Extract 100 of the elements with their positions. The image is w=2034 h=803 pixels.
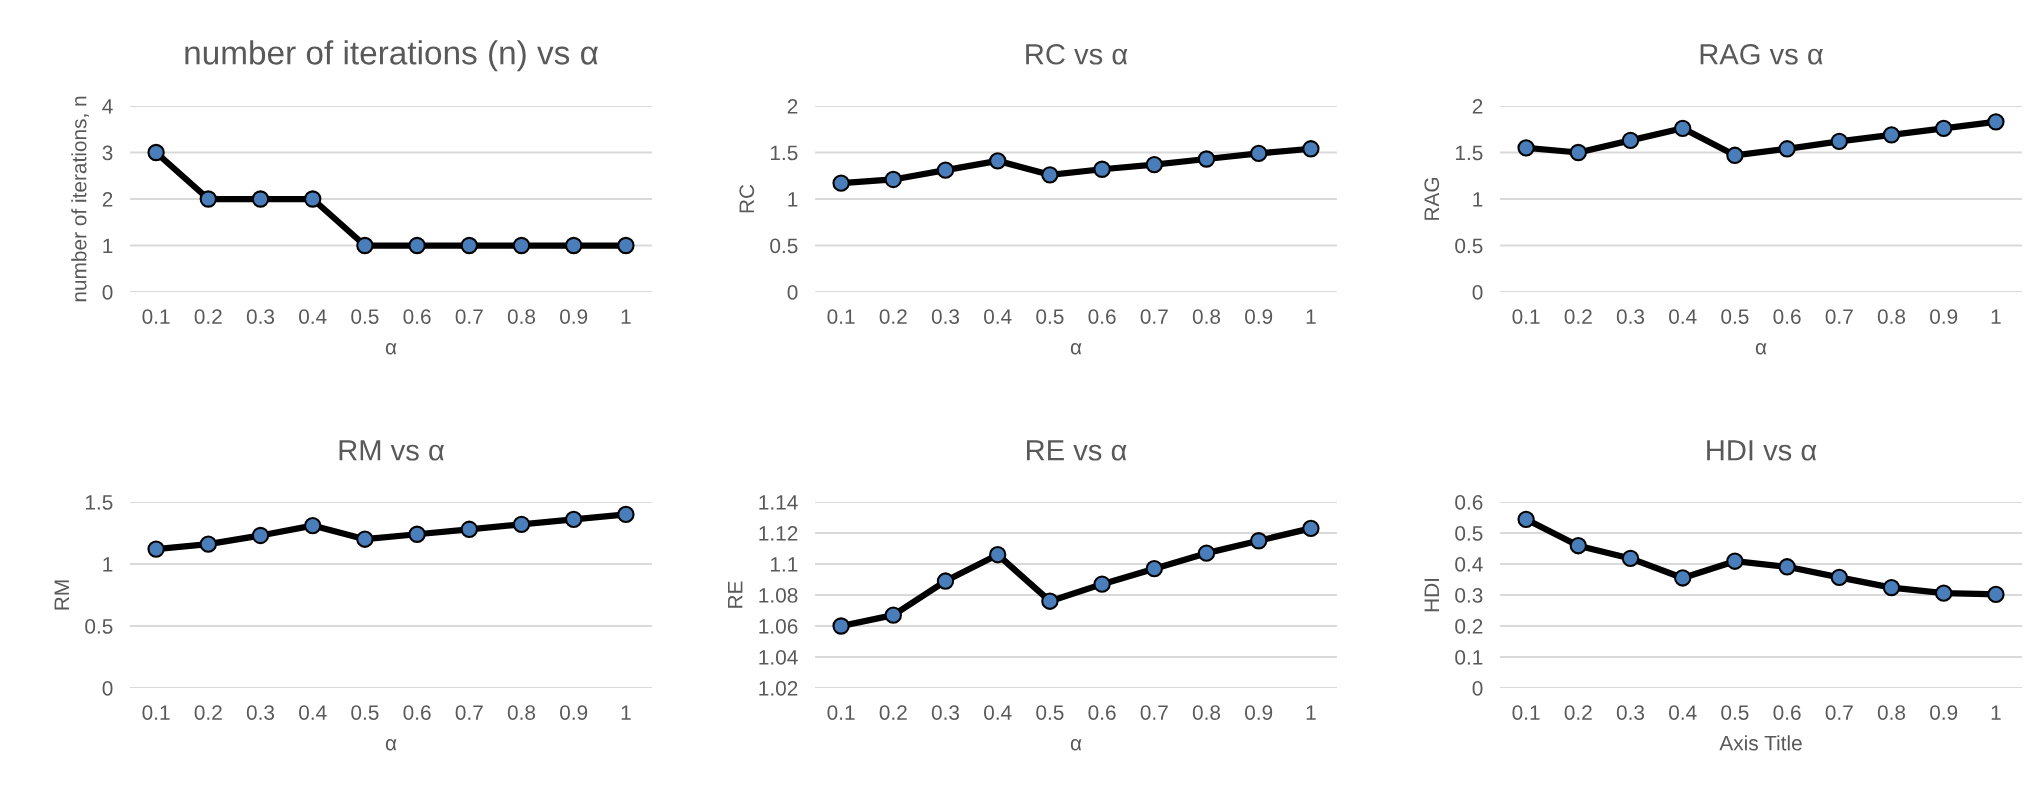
y-tick-label: 1.12 xyxy=(759,526,798,541)
x-tick-label: 0.3 xyxy=(931,309,960,324)
x-tick-label: 0.8 xyxy=(1192,309,1221,324)
point xyxy=(1830,132,1848,151)
point xyxy=(147,143,165,162)
point xyxy=(1778,140,1796,158)
point xyxy=(1569,143,1587,162)
x-tick-label: 1 xyxy=(621,705,631,720)
point xyxy=(460,520,478,538)
y-tick-label: 2 xyxy=(1472,99,1483,114)
point xyxy=(512,236,531,255)
y-axis-title: RC xyxy=(739,184,755,213)
x-tick-label: 0.5 xyxy=(1036,705,1064,720)
y-tick-label: 0 xyxy=(787,285,798,300)
x-tick-label: 1 xyxy=(1991,309,2001,324)
point xyxy=(356,236,374,255)
x-tick-label: 0.9 xyxy=(560,705,588,720)
chart-title: RC vs α xyxy=(1026,43,1128,65)
point xyxy=(1302,140,1320,158)
y-tick-label: 1.04 xyxy=(759,650,798,665)
x-tick-label: 0.9 xyxy=(1930,309,1958,324)
point xyxy=(1778,558,1796,576)
point xyxy=(565,510,583,529)
point xyxy=(1987,113,2005,131)
x-tick-label: 0.1 xyxy=(142,705,170,720)
point xyxy=(1145,559,1163,578)
point xyxy=(832,174,850,192)
y-axis-title: RE xyxy=(728,581,743,608)
y-tick-label: 1 xyxy=(1473,192,1483,207)
point xyxy=(1830,568,1848,587)
y-tick-label: 0.3 xyxy=(1455,588,1483,603)
point xyxy=(1302,519,1320,538)
point xyxy=(565,236,583,255)
y-axis-title: RM xyxy=(54,580,69,610)
y-tick-label: 1.06 xyxy=(759,619,798,634)
y-tick-label: 3 xyxy=(102,145,113,161)
x-tick-label: 0.6 xyxy=(1088,705,1116,720)
x-tick-label: 0.8 xyxy=(1877,309,1906,324)
y-tick-label: 2 xyxy=(787,99,798,114)
x-tick-label: 0.9 xyxy=(1245,309,1273,324)
y-tick-label: 1.14 xyxy=(759,495,798,510)
point xyxy=(251,190,270,208)
point xyxy=(304,516,322,535)
point xyxy=(1041,592,1059,610)
point xyxy=(1145,155,1163,174)
x-tick-label: 0.5 xyxy=(351,705,379,720)
chart-title: number of iterations (n) vs α xyxy=(185,40,598,72)
x-tick-label: 0.7 xyxy=(1140,705,1168,720)
point xyxy=(1197,150,1216,168)
x-tick-label: 0.1 xyxy=(142,309,170,324)
y-tick-label: 0.5 xyxy=(770,238,798,254)
x-tick-label: 0.7 xyxy=(1825,309,1853,324)
x-tick-label: 0.1 xyxy=(827,705,855,720)
point xyxy=(1935,119,1953,137)
x-tick-label: 0.6 xyxy=(1773,705,1801,720)
point xyxy=(1621,549,1640,568)
x-axis-title: α xyxy=(1755,343,1767,355)
y-tick-label: 0.4 xyxy=(1455,557,1483,572)
point xyxy=(304,190,322,208)
x-tick-label: 0.2 xyxy=(194,705,222,720)
x-tick-label: 1 xyxy=(1306,705,1316,720)
point xyxy=(1250,532,1268,550)
y-axis-title: HDI xyxy=(1424,578,1439,612)
x-tick-label: 0.3 xyxy=(246,309,275,324)
x-tick-label: 0.7 xyxy=(455,309,483,324)
point xyxy=(1935,584,1953,602)
x-tick-label: 0.8 xyxy=(1877,705,1906,720)
point xyxy=(147,540,165,558)
x-tick-label: 0.8 xyxy=(1192,705,1221,720)
point xyxy=(1726,146,1744,164)
chart-title: RE vs α xyxy=(1027,440,1127,461)
point xyxy=(1621,131,1640,150)
y-axis-title: RAG xyxy=(1424,177,1440,220)
x-tick-label: 0.7 xyxy=(455,705,483,720)
y-tick-label: 0.1 xyxy=(1455,650,1483,665)
x-tick-label: 0.6 xyxy=(403,309,431,324)
x-tick-label: 0.2 xyxy=(879,705,907,720)
point xyxy=(1093,160,1111,178)
x-tick-label: 1 xyxy=(621,309,631,324)
point xyxy=(617,505,635,524)
point xyxy=(251,526,270,545)
x-tick-label: 0.4 xyxy=(1669,309,1697,324)
y-tick-label: 1.02 xyxy=(759,681,798,696)
point xyxy=(1882,578,1901,597)
y-tick-label: 4 xyxy=(102,99,113,114)
y-tick-label: 1.5 xyxy=(85,495,113,510)
x-tick-label: 0.8 xyxy=(507,309,536,324)
y-tick-label: 0.5 xyxy=(85,619,113,634)
y-tick-label: 0 xyxy=(102,285,113,300)
x-tick-label: 0.7 xyxy=(1825,705,1853,720)
x-tick-label: 0.5 xyxy=(351,309,379,324)
point xyxy=(989,546,1007,564)
x-tick-label: 0.1 xyxy=(827,309,855,324)
point xyxy=(936,161,955,179)
point xyxy=(936,572,955,590)
x-tick-label: 0.3 xyxy=(1616,705,1645,720)
point xyxy=(1093,575,1111,593)
y-tick-label: 0.2 xyxy=(1455,619,1483,634)
x-tick-label: 0.4 xyxy=(299,705,327,720)
y-tick-label: 0.5 xyxy=(1455,526,1483,541)
